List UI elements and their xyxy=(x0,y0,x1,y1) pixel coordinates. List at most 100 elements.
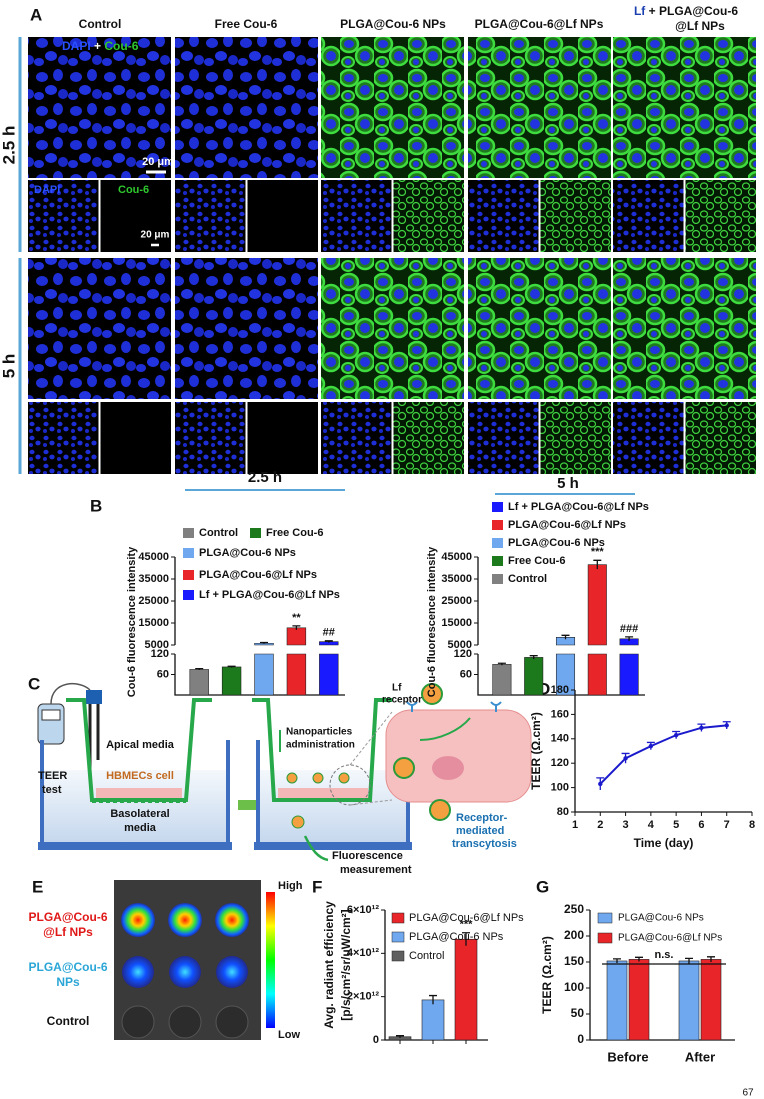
y-tick-label: 60 xyxy=(460,668,472,680)
legend-label: PLGA@Cou-6@Lf NPs xyxy=(508,519,626,531)
diagram-label: mediated xyxy=(456,825,504,837)
axes xyxy=(574,690,752,813)
bar xyxy=(254,642,274,696)
row-label: @Lf NPs xyxy=(43,925,93,939)
error-bar xyxy=(429,994,437,1005)
micrograph xyxy=(175,180,246,252)
electrode-head xyxy=(86,690,102,704)
x-tick-label: 4 xyxy=(648,819,655,831)
well xyxy=(169,956,201,988)
y-tick-label: 120 xyxy=(551,757,569,769)
row-label: 2.5 h xyxy=(0,126,18,165)
meter-screen xyxy=(41,709,61,721)
legend-label: Free Cou-6 xyxy=(266,527,323,539)
error-bar xyxy=(292,625,301,630)
micrograph xyxy=(321,180,392,252)
panel-label: G xyxy=(536,877,549,896)
legend-swatch xyxy=(492,538,503,548)
legend-swatch xyxy=(492,556,503,566)
bar xyxy=(319,641,339,696)
y-axis-label: [p/s/cm²/sr/uW/cm²] xyxy=(339,909,353,1020)
panel-label: B xyxy=(90,496,102,515)
x-tick-label: 2 xyxy=(597,819,603,831)
legend-label: Lf + PLGA@Cou-6@Lf NPs xyxy=(199,589,340,601)
bar xyxy=(555,637,576,696)
row-label: Control xyxy=(47,1014,90,1028)
error-bar xyxy=(195,668,204,671)
micrograph xyxy=(540,402,611,474)
y-tick-label: 50 xyxy=(571,1006,585,1020)
bar xyxy=(189,669,209,696)
error-bar xyxy=(593,559,602,570)
significance: *** xyxy=(460,919,474,931)
error-bar xyxy=(613,958,621,964)
micrograph xyxy=(321,37,464,178)
diagram-label: HBMECs cell xyxy=(106,770,174,782)
bar xyxy=(700,959,722,1041)
y-tick-label: 25000 xyxy=(441,595,472,607)
well xyxy=(168,903,202,937)
legend-label: PLGA@Cou-6@Lf NPs xyxy=(409,912,524,924)
well xyxy=(168,1005,202,1039)
diagram-label: TEER xyxy=(38,770,67,782)
legend-swatch xyxy=(597,912,613,924)
point xyxy=(623,756,628,761)
x-tick-label: 8 xyxy=(749,819,755,831)
color-bar xyxy=(266,892,275,1028)
bar xyxy=(587,564,607,696)
micrograph xyxy=(28,402,99,474)
point xyxy=(699,725,704,731)
legend-swatch xyxy=(597,932,613,944)
y-tick-label: 15000 xyxy=(441,617,472,629)
y-tick-label: 0 xyxy=(373,1034,379,1046)
micrograph xyxy=(28,258,171,399)
legend-swatch xyxy=(492,520,503,530)
y-tick-label: 180 xyxy=(551,684,569,696)
y-tick-label: 250 xyxy=(564,902,584,916)
legend-swatch xyxy=(183,548,194,558)
legend-label: PLGA@Cou-6 NPs xyxy=(409,931,504,943)
legend-label: Control xyxy=(199,527,238,539)
row-label: NPs xyxy=(56,975,80,989)
micrograph xyxy=(247,402,318,474)
y-axis-label: Cou-6 fluorescence intensity xyxy=(126,546,138,697)
micrograph xyxy=(321,402,392,474)
legend-swatch xyxy=(250,528,261,538)
x-axis-label: Time (day) xyxy=(634,836,694,850)
legend-swatch xyxy=(391,931,405,943)
well xyxy=(215,903,249,937)
legend-swatch xyxy=(183,590,194,600)
channel-label: Cou-6 xyxy=(118,184,149,196)
bar xyxy=(619,638,639,696)
point xyxy=(648,743,654,749)
micrograph xyxy=(100,402,171,474)
nanoparticle xyxy=(338,772,350,784)
y-tick-label: 150 xyxy=(564,954,584,968)
error-bar xyxy=(707,956,715,962)
micrograph xyxy=(175,258,318,399)
receptor xyxy=(406,701,502,712)
significance: n.s. xyxy=(655,949,674,961)
x-tick-label: After xyxy=(685,1049,715,1064)
legend-swatch xyxy=(183,570,194,580)
row-label: PLGA@Cou-6 xyxy=(28,910,107,924)
cell xyxy=(385,709,532,803)
channel-label: DAPI xyxy=(34,184,60,196)
x-tick-label: 6 xyxy=(698,819,704,831)
micrograph xyxy=(28,37,171,178)
micrograph xyxy=(175,402,246,474)
panel-label: F xyxy=(312,877,322,896)
label-part: + xyxy=(94,39,101,53)
cell-layer xyxy=(96,788,182,798)
panel-label: C xyxy=(28,674,40,693)
diagram-label: measurement xyxy=(340,864,412,876)
micrographs xyxy=(28,37,756,474)
scale-label: 20 μm xyxy=(142,156,174,168)
point xyxy=(724,723,729,728)
micrograph xyxy=(613,258,756,399)
diagram-label: test xyxy=(42,784,62,796)
point xyxy=(598,781,603,787)
x-tick-label: 7 xyxy=(724,819,730,831)
micrograph xyxy=(613,37,756,178)
legend-label: Control xyxy=(508,573,547,585)
